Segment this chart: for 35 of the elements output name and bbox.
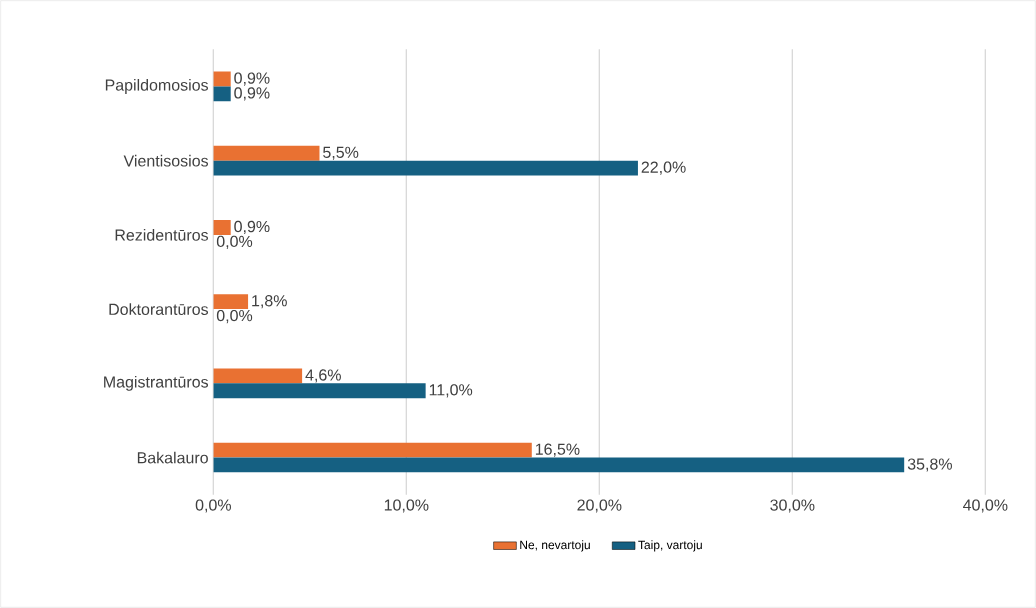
x-tick-label: 20,0%	[577, 499, 622, 513]
x-tick-label: 10,0%	[384, 499, 429, 513]
y-tick-label: Bakalauro	[137, 451, 208, 464]
data-label: 22,0%	[641, 161, 686, 175]
data-label: 0,9%	[234, 220, 270, 235]
data-label: 0,9%	[234, 72, 270, 86]
bar	[213, 220, 231, 235]
bar	[213, 294, 249, 310]
data-label: 5,5%	[323, 146, 359, 160]
data-label: 0,0%	[216, 235, 253, 249]
x-tick-label: 30,0%	[770, 499, 815, 513]
legend-label: Taip, vartoju	[638, 540, 702, 552]
data-label: 1,8%	[252, 295, 287, 309]
bar	[213, 368, 303, 384]
data-label: 0,9%	[234, 87, 270, 101]
y-tick-label: Vientisosios	[123, 154, 209, 167]
x-tick-label: 0,0%	[195, 499, 231, 513]
bar	[213, 86, 231, 102]
bar	[213, 383, 426, 399]
x-tick-label: 40,0%	[963, 499, 1008, 513]
y-tick-label: Magistrantūros	[104, 375, 209, 391]
y-tick-label: Rezidentūros	[115, 229, 209, 241]
bar	[213, 145, 320, 161]
bar	[213, 442, 532, 458]
y-tick-label: Doktorantūros	[109, 303, 209, 315]
y-tick-label: Papildomosios	[105, 79, 209, 94]
bar	[213, 71, 231, 87]
bar	[213, 160, 638, 176]
data-label: 11,0%	[429, 384, 473, 398]
data-label: 16,5%	[535, 443, 580, 457]
data-label: 4,6%	[305, 369, 341, 383]
data-label: 35,8%	[907, 458, 952, 472]
legend-label: Ne, nevartoju	[520, 540, 590, 552]
data-label: 0,0%	[216, 309, 253, 324]
bar	[213, 457, 905, 473]
